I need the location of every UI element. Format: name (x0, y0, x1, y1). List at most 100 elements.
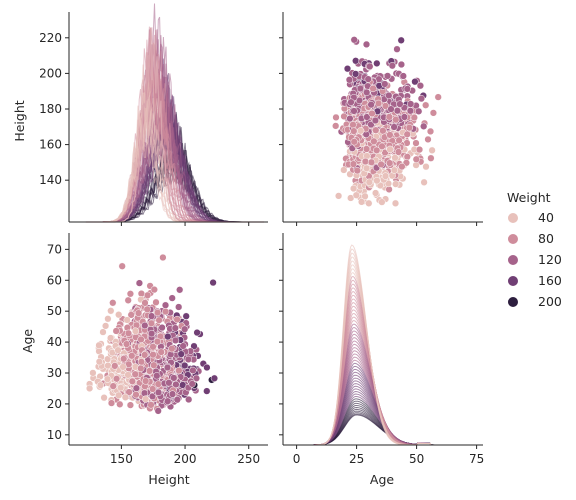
scatter-point (417, 94, 426, 103)
scatter-point (137, 358, 146, 366)
scatter-point (407, 100, 415, 108)
scatter-point (95, 341, 103, 349)
scatter-point (118, 262, 126, 270)
y-axis-label-bottom: Age (20, 329, 35, 353)
scatter-point (363, 113, 371, 121)
scatter-point (395, 136, 403, 144)
scatter-point (124, 329, 133, 337)
scatter-point (340, 166, 348, 174)
y-axis-label-top: Height (12, 100, 27, 141)
legend-label: 80 (538, 231, 554, 246)
scatter-point (143, 305, 151, 313)
scatter-point (350, 36, 358, 44)
scatter-point (132, 391, 140, 399)
scatter-point (176, 286, 184, 294)
kde-line (296, 393, 477, 446)
scatter-point (397, 36, 405, 44)
scatter-point (101, 322, 110, 330)
scatter-point (119, 363, 127, 371)
scatter-point (345, 76, 354, 84)
scatter-point (142, 377, 150, 385)
scatter-point (171, 336, 180, 345)
kde-line (296, 294, 477, 446)
scatter-point (346, 114, 354, 123)
scatter-point (362, 145, 371, 153)
scatter-point (372, 126, 380, 134)
scatter-point (210, 374, 219, 382)
scatter-point (89, 369, 97, 377)
scatter-point (209, 278, 217, 287)
scatter-point (386, 159, 394, 167)
legend-label: 40 (538, 210, 554, 225)
legend-label: 200 (538, 294, 562, 309)
scatter-point (149, 343, 157, 351)
scatter-point (124, 296, 132, 304)
scatter-point (391, 199, 400, 207)
scatter-point (184, 355, 193, 364)
scatter-point (126, 290, 135, 298)
y-tick-label: 10 (47, 428, 62, 442)
scatter-point (121, 393, 130, 401)
scatter-point (141, 321, 149, 330)
scatter-point (158, 323, 166, 332)
scatter-point (378, 198, 386, 206)
scatter-point (420, 122, 428, 130)
kde-line (296, 402, 477, 446)
kde-line (296, 248, 477, 446)
panel-height-height-kde: 140 160 180 200 220 (39, 3, 268, 226)
x-tick-label: 150 (110, 452, 133, 466)
scatter-point (106, 334, 115, 342)
kde-line (296, 275, 477, 446)
scatter-point (85, 384, 94, 393)
scatter-point (387, 105, 395, 113)
scatter-point (140, 389, 149, 397)
scatter-point (115, 311, 123, 319)
y-tick-label: 50 (47, 304, 62, 318)
scatter-point (363, 88, 371, 97)
scatter-point (357, 127, 365, 135)
scatter-point (379, 127, 387, 135)
scatter-point (150, 285, 158, 294)
kde-line (296, 390, 477, 446)
scatter-point (150, 361, 158, 369)
scatter-point (142, 395, 150, 403)
scatter-point (385, 113, 393, 121)
x-tick-label: 25 (349, 452, 364, 466)
scatter-point (371, 116, 380, 125)
scatter-point (343, 65, 352, 73)
scatter-point (364, 75, 372, 83)
scatter-point (373, 146, 381, 154)
y-tick-label: 200 (39, 66, 62, 80)
scatter-point (349, 121, 357, 129)
scatter-point (143, 291, 152, 299)
scatter-point (373, 177, 381, 185)
scatter-point (392, 180, 400, 188)
scatter-point (403, 85, 411, 93)
scatter-point (355, 96, 364, 105)
scatter-point (137, 289, 146, 298)
kde-line (296, 268, 477, 446)
kde-line (296, 244, 477, 446)
scatter-point (149, 385, 157, 393)
scatter-point (388, 62, 396, 70)
scatter-point (390, 166, 399, 174)
kde-line (296, 283, 477, 446)
scatter-point (373, 59, 381, 68)
scatter-point (350, 138, 358, 146)
legend-title: Weight (507, 190, 551, 205)
scatter-point (369, 84, 377, 93)
scatter-point (426, 127, 435, 136)
kde-line (296, 383, 477, 446)
scatter-point (149, 351, 157, 359)
scatter-point (427, 154, 435, 162)
scatter-point (190, 342, 198, 350)
scatter-point (153, 337, 162, 346)
panel-age-age-kde: 0 25 50 75 (279, 233, 484, 466)
scatter-point (124, 371, 132, 379)
scatter-point (131, 327, 140, 335)
scatter-point (332, 122, 340, 130)
scatter-point (416, 82, 425, 90)
scatter-point (350, 127, 358, 135)
kde-line (296, 396, 477, 446)
y-tick-label: 30 (47, 366, 62, 380)
